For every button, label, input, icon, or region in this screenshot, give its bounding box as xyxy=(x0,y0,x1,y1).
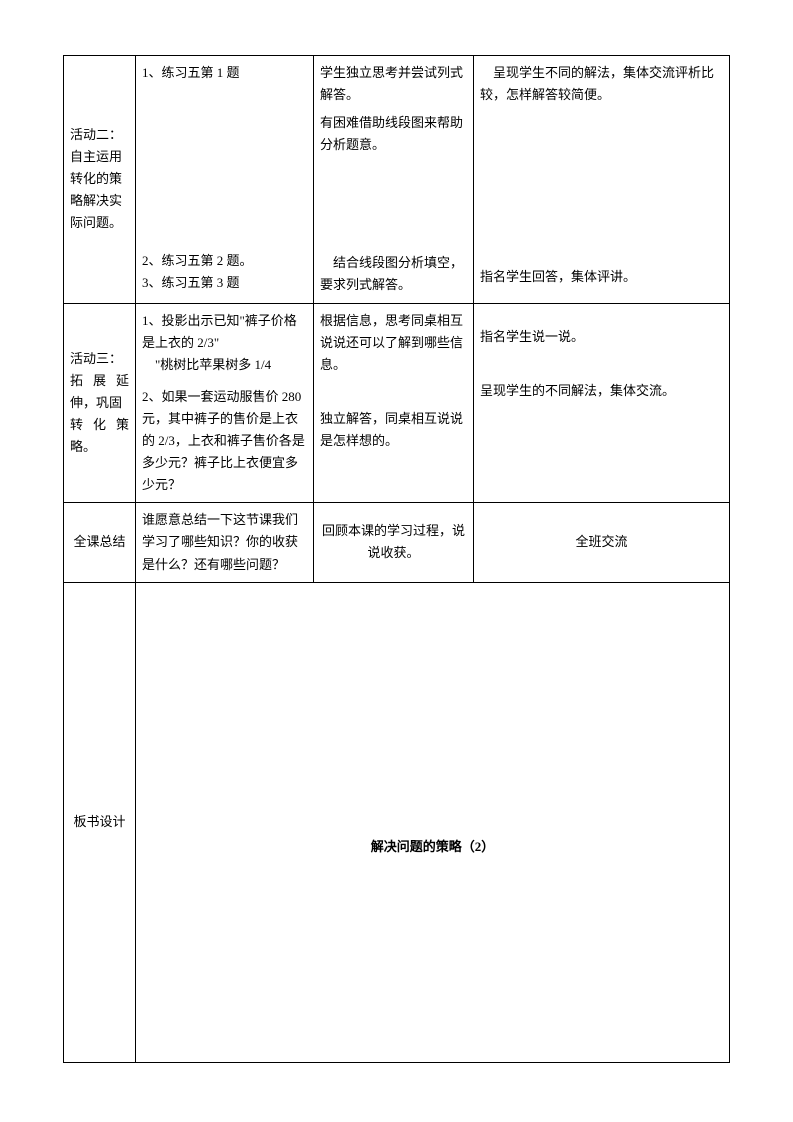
board-design-row: 板书设计 解决问题的策略（2） xyxy=(64,582,730,1062)
activity-2-teacher: 呈现学生不同的解法，集体交流评析比较，怎样解答较简便。 指名学生回答，集体评讲。 xyxy=(474,56,730,304)
activity-2-teacher-text1: 呈现学生不同的解法，集体交流评析比较，怎样解答较简便。 xyxy=(480,62,723,106)
spacer xyxy=(142,170,307,250)
activity-3-item1-l1: 1、投影出示已知"裤子价格是上衣的 2/3" xyxy=(142,310,307,354)
activity-2-item2: 2、练习五第 2 题。 xyxy=(142,250,307,272)
activity-2-item1: 1、练习五第 1 题 xyxy=(142,62,307,84)
activity-2-label: 活动二：自主运用转化的策略解决实际问题。 xyxy=(64,56,136,304)
activity-3-item2: 2、如果一套运动服售价 280元，其中裤子的售价是上衣的 2/3，上衣和裤子售价… xyxy=(142,386,307,496)
spacer xyxy=(320,236,467,252)
spacer xyxy=(320,392,467,408)
board-design-title: 解决问题的策略（2） xyxy=(142,836,723,858)
activity-2-student-text1: 学生独立思考并尝试列式解答。 xyxy=(320,62,467,106)
activity-3-label: 活动三： 拓 展 延 伸，巩固 转 化 策 略。 xyxy=(64,303,136,503)
summary-label: 全课总结 xyxy=(64,503,136,582)
board-design-content: 解决问题的策略（2） xyxy=(136,582,730,1062)
activity-2-student-text2: 有困难借助线段图来帮助分析题意。 xyxy=(320,112,467,156)
activity-2-item3: 3、练习五第 3 题 xyxy=(142,272,307,294)
activity-2-label-text: 活动二：自主运用转化的策略解决实际问题。 xyxy=(70,124,129,234)
lesson-plan-table: 活动二：自主运用转化的策略解决实际问题。 1、练习五第 1 题 2、练习五第 2… xyxy=(63,55,730,1063)
activity-2-content: 1、练习五第 1 题 2、练习五第 2 题。 3、练习五第 3 题 xyxy=(136,56,314,304)
spacer xyxy=(320,376,467,392)
spacer xyxy=(142,90,307,170)
spacer xyxy=(480,348,723,364)
activity-3-content: 1、投影出示已知"裤子价格是上衣的 2/3" "桃树比苹果树多 1/4 2、如果… xyxy=(136,303,314,503)
activity-3-student-text1: 根据信息，思考同桌相互说说还可以了解到哪些信息。 xyxy=(320,310,467,376)
summary-student: 回顾本课的学习过程，说说收获。 xyxy=(314,503,474,582)
activity-2-row: 活动二：自主运用转化的策略解决实际问题。 1、练习五第 1 题 2、练习五第 2… xyxy=(64,56,730,304)
spacer xyxy=(480,106,723,186)
activity-3-label-l1: 活动三： xyxy=(70,348,129,370)
activity-3-item1-l2: "桃树比苹果树多 1/4 xyxy=(142,354,307,376)
summary-content: 谁愿意总结一下这节课我们学习了哪些知识？你的收获是什么？还有哪些问题？ xyxy=(136,503,314,582)
activity-3-teacher: 指名学生说一说。 呈现学生的不同解法，集体交流。 xyxy=(474,303,730,503)
activity-3-label-l2: 拓 展 延 xyxy=(70,370,129,392)
activity-3-label-l3: 伸，巩固 xyxy=(70,392,129,414)
activity-2-teacher-text2: 指名学生回答，集体评讲。 xyxy=(480,266,723,288)
activity-2-student: 学生独立思考并尝试列式解答。 有困难借助线段图来帮助分析题意。 结合线段图分析填… xyxy=(314,56,474,304)
activity-3-teacher-text2: 呈现学生的不同解法，集体交流。 xyxy=(480,380,723,402)
activity-3-teacher-text1: 指名学生说一说。 xyxy=(480,326,723,348)
spacer xyxy=(480,186,723,266)
summary-row: 全课总结 谁愿意总结一下这节课我们学习了哪些知识？你的收获是什么？还有哪些问题？… xyxy=(64,503,730,582)
activity-3-student-text2: 独立解答，同桌相互说说是怎样想的。 xyxy=(320,408,467,452)
activity-3-student: 根据信息，思考同桌相互说说还可以了解到哪些信息。 独立解答，同桌相互说说是怎样想… xyxy=(314,303,474,503)
spacer xyxy=(480,310,723,326)
activity-3-label-l4: 转 化 策 xyxy=(70,414,129,436)
summary-teacher: 全班交流 xyxy=(474,503,730,582)
spacer xyxy=(480,364,723,380)
activity-3-label-l5: 略。 xyxy=(70,436,129,458)
spacer xyxy=(320,156,467,236)
activity-3-row: 活动三： 拓 展 延 伸，巩固 转 化 策 略。 1、投影出示已知"裤子价格是上… xyxy=(64,303,730,503)
activity-2-student-text3: 结合线段图分析填空，要求列式解答。 xyxy=(320,252,467,296)
board-design-label: 板书设计 xyxy=(64,582,136,1062)
